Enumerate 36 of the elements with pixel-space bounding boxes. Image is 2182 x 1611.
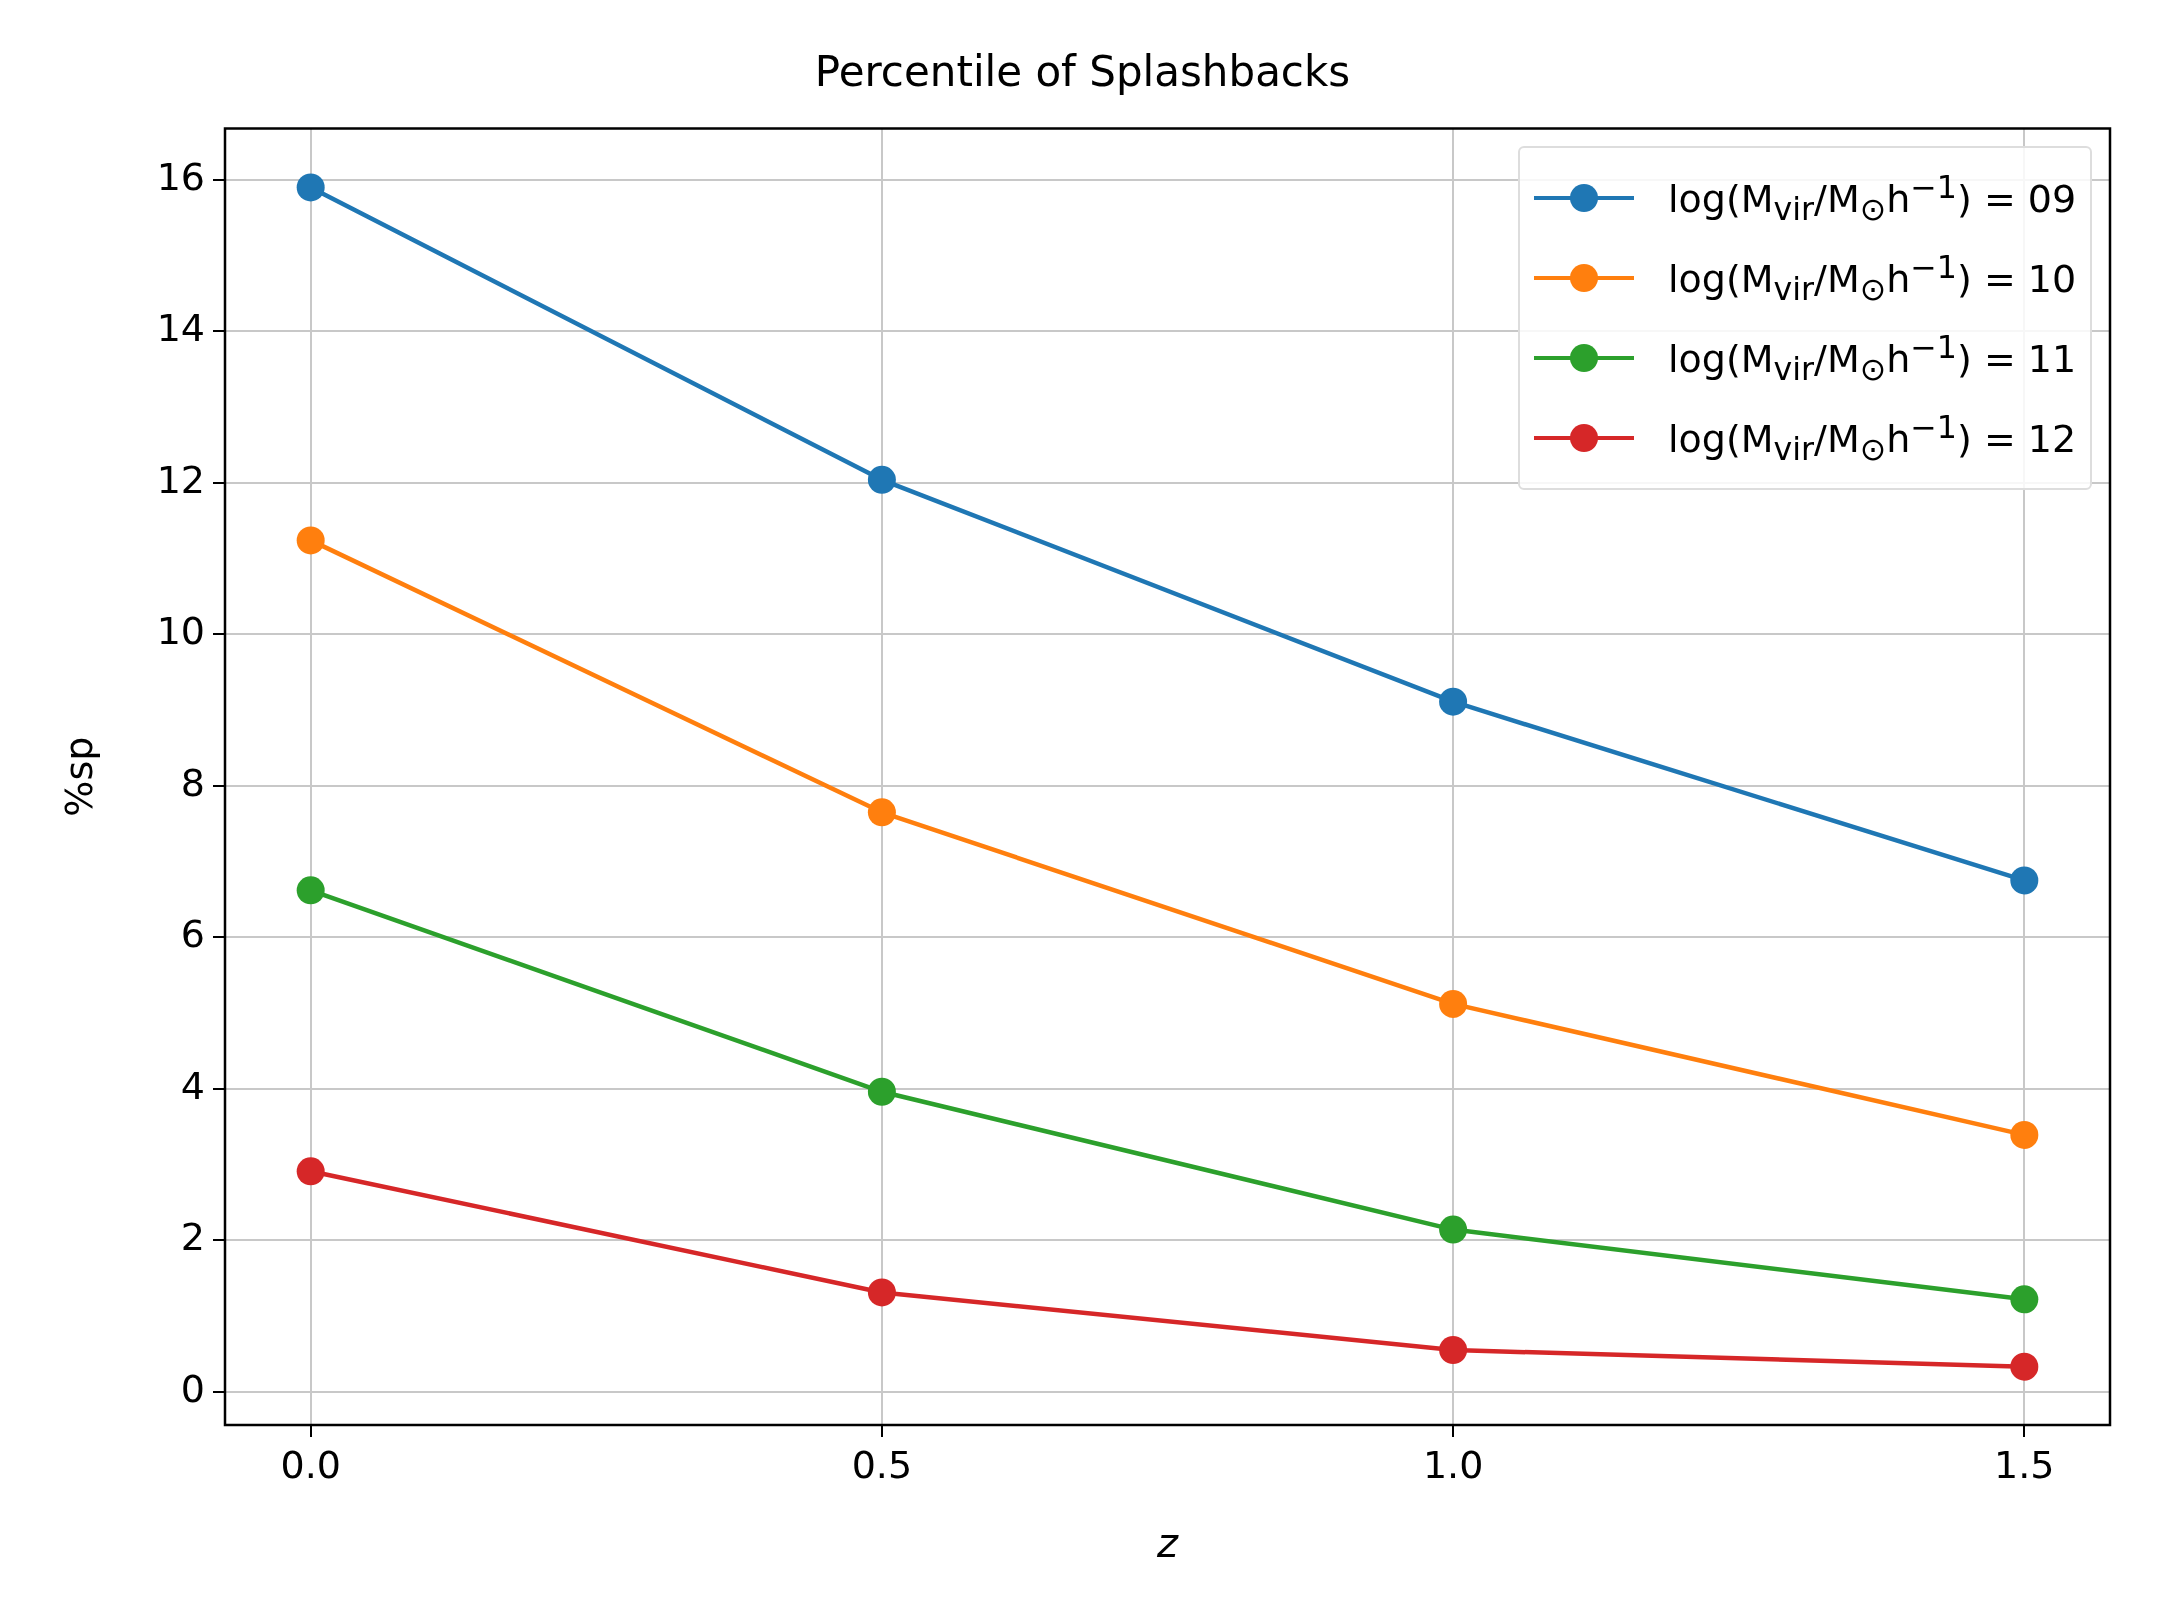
- y-tick-label: 12: [156, 457, 205, 502]
- legend-label: log(M$_{vir}$/M$_{⊙}$h$^{−1}$) = 09: [1668, 168, 2077, 230]
- point: [867, 1077, 896, 1106]
- chart-title: Percentile of Splashbacks: [814, 47, 1351, 97]
- legend-label: log(M$_{vir}$/M$_{⊙}$h$^{−1}$) = 12: [1668, 408, 2077, 470]
- y-tick-label: 16: [156, 154, 205, 199]
- point: [2010, 1285, 2039, 1314]
- y-tick-label: 10: [156, 609, 205, 654]
- point: [2010, 866, 2039, 895]
- point: [867, 465, 896, 494]
- point: [296, 173, 325, 202]
- x-tick-label: 0.5: [851, 1442, 913, 1487]
- y-axis-title: %sp: [56, 736, 101, 817]
- point: [1439, 1336, 1468, 1365]
- point: [2010, 1352, 2039, 1381]
- y-tick-label: 2: [180, 1215, 205, 1260]
- point: [867, 798, 896, 827]
- point: [296, 526, 325, 555]
- point: [2010, 1120, 2039, 1149]
- point: [1439, 989, 1468, 1018]
- legend-label: log(M$_{vir}$/M$_{⊙}$h$^{−1}$) = 10: [1668, 248, 2077, 310]
- y-tick-label: 0: [180, 1366, 205, 1411]
- y-tick-label: 14: [156, 306, 205, 351]
- x-tick-label: 1.5: [1994, 1442, 2055, 1487]
- y-tick-label: 4: [180, 1063, 205, 1108]
- point: [867, 1278, 896, 1307]
- x-axis-title: z: [1156, 1520, 1179, 1567]
- point: [1439, 1215, 1468, 1244]
- point: [1439, 687, 1468, 716]
- y-tick-label: 6: [180, 912, 205, 957]
- point: [296, 876, 325, 905]
- y-tick-label: 8: [180, 760, 205, 805]
- x-tick-label: 0.0: [280, 1442, 341, 1487]
- point: [296, 1157, 325, 1186]
- x-tick-label: 1.0: [1422, 1442, 1484, 1487]
- legend-label: log(M$_{vir}$/M$_{⊙}$h$^{−1}$) = 11: [1668, 328, 2077, 390]
